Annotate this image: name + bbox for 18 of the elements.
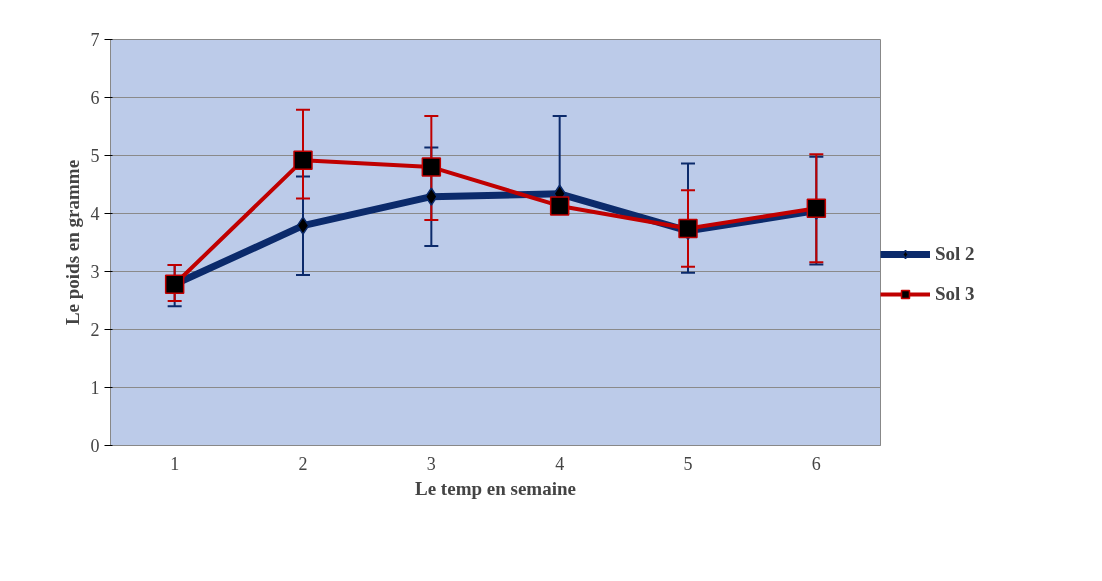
x-tick-label: 3 [426,453,436,474]
y-tick-label: 5 [90,146,100,166]
legend-label: Sol 3 [935,283,976,305]
x-tick-label: 5 [683,453,693,474]
legend-label: Sol 2 [935,243,976,265]
y-tick-label: 7 [90,30,100,50]
y-tick-label: 2 [90,320,100,340]
x-tick-label: 6 [811,453,821,474]
y-tick-label: 4 [90,204,100,224]
y-tick-label: 1 [90,378,100,398]
y-tick-label: 3 [90,262,100,282]
x-tick-label: 2 [298,453,308,474]
x-tick-label: 4 [555,453,565,474]
x-tick-label: 1 [170,453,180,474]
y-tick-label: 0 [90,436,100,456]
y-tick-label: 6 [90,88,100,108]
y-axis-title: Le poids en gramme [61,159,83,326]
x-axis-title: Le temp en semaine [415,477,576,499]
